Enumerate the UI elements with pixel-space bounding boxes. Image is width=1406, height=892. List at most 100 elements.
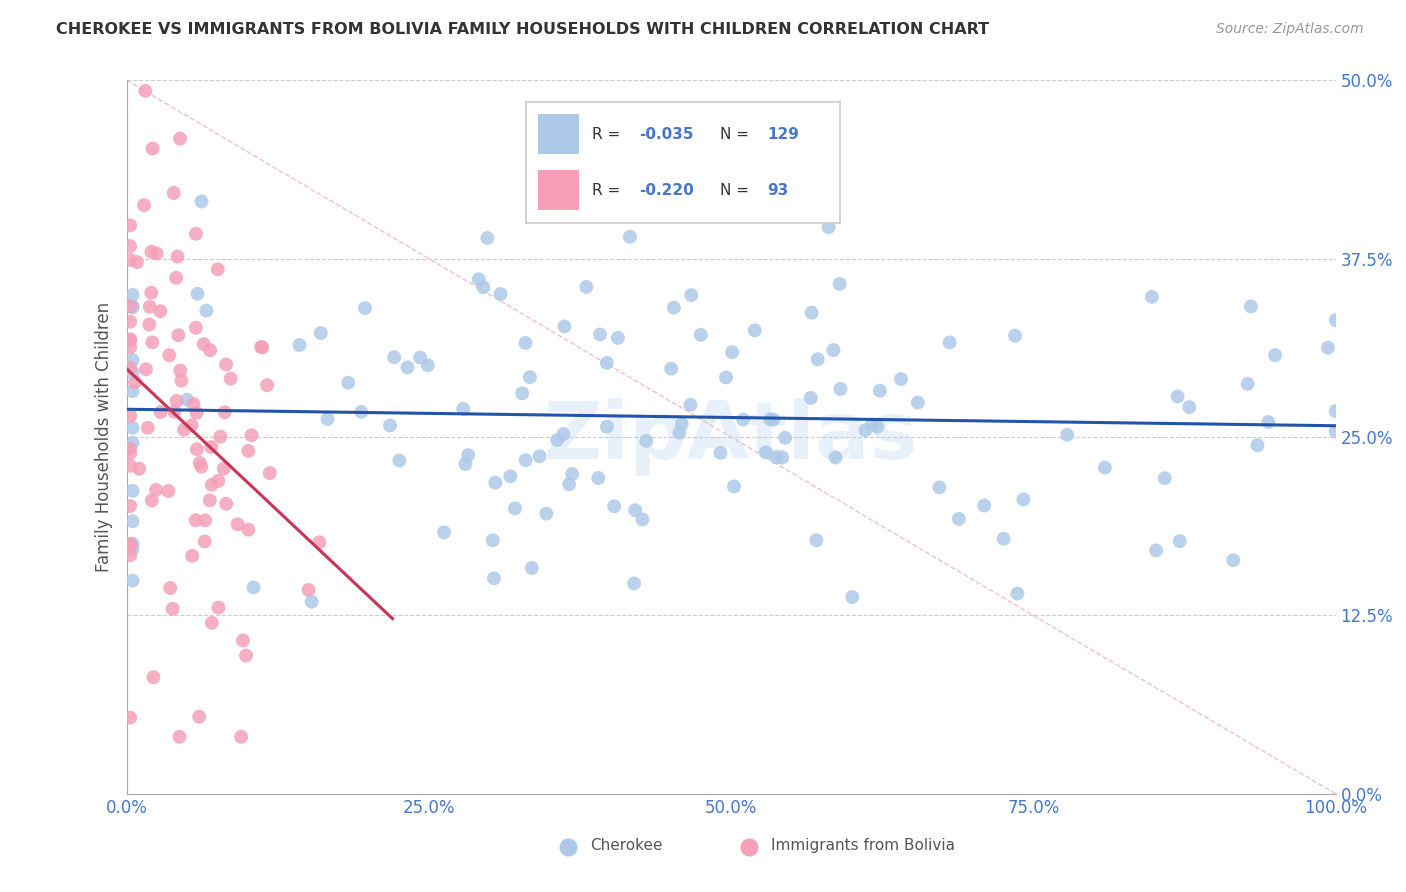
Point xyxy=(1153,471,1175,485)
Point xyxy=(603,500,626,514)
Point xyxy=(1324,425,1347,439)
Point xyxy=(619,230,641,244)
Point xyxy=(472,280,495,294)
Point xyxy=(388,453,411,467)
Point xyxy=(141,335,163,350)
Point xyxy=(201,615,224,630)
Point xyxy=(454,457,477,471)
Point xyxy=(860,417,883,432)
Point xyxy=(378,418,401,433)
Point xyxy=(194,534,217,549)
Point xyxy=(1240,300,1263,314)
Point xyxy=(121,384,143,399)
Point xyxy=(186,406,208,420)
Point xyxy=(132,198,155,212)
Point xyxy=(121,299,143,313)
Point xyxy=(623,576,645,591)
Point xyxy=(1178,400,1201,414)
Point xyxy=(1144,543,1167,558)
Point xyxy=(409,351,432,365)
Point xyxy=(553,427,575,442)
Point xyxy=(477,231,499,245)
Point xyxy=(186,442,208,457)
Point xyxy=(1140,290,1163,304)
Point xyxy=(169,364,191,378)
Point xyxy=(762,413,785,427)
Point xyxy=(308,535,330,549)
Point xyxy=(141,142,163,156)
Point xyxy=(869,384,891,398)
Point xyxy=(723,479,745,493)
Point xyxy=(231,730,253,744)
Point xyxy=(201,477,224,491)
Point xyxy=(529,450,551,464)
Point xyxy=(596,419,619,434)
Point xyxy=(671,417,693,431)
Point xyxy=(1094,460,1116,475)
Text: Immigrants from Bolivia: Immigrants from Bolivia xyxy=(770,838,955,853)
Point xyxy=(1167,390,1189,404)
Point xyxy=(606,331,628,345)
Point xyxy=(855,423,877,437)
Point xyxy=(163,405,186,419)
Point xyxy=(214,405,236,419)
Point xyxy=(120,539,142,553)
Point xyxy=(250,340,273,354)
Point xyxy=(519,370,541,384)
Point xyxy=(259,466,281,480)
Point xyxy=(558,477,581,491)
Point xyxy=(215,497,238,511)
Point xyxy=(121,421,143,435)
Point xyxy=(823,343,845,357)
Point xyxy=(828,277,851,291)
Point xyxy=(200,440,222,454)
Point xyxy=(733,412,755,426)
Point xyxy=(546,433,568,447)
Point xyxy=(681,288,703,302)
Point xyxy=(194,513,217,527)
Point xyxy=(755,445,778,459)
Text: CHEROKEE VS IMMIGRANTS FROM BOLIVIA FAMILY HOUSEHOLDS WITH CHILDREN CORRELATION : CHEROKEE VS IMMIGRANTS FROM BOLIVIA FAMI… xyxy=(56,22,990,37)
Point xyxy=(120,299,142,313)
Point xyxy=(588,471,610,485)
Point xyxy=(662,301,685,315)
Point xyxy=(316,412,339,426)
Point xyxy=(240,428,263,442)
Point xyxy=(120,334,142,348)
Point xyxy=(1317,341,1340,355)
Point xyxy=(1264,348,1286,362)
Point xyxy=(510,386,533,401)
Point xyxy=(484,475,506,490)
Point xyxy=(176,392,198,407)
Point xyxy=(195,303,218,318)
Point xyxy=(890,372,912,386)
Point xyxy=(928,480,950,494)
Point xyxy=(120,499,142,513)
Y-axis label: Family Households with Children: Family Households with Children xyxy=(94,302,112,572)
Point xyxy=(163,186,186,200)
Point xyxy=(721,345,744,359)
Point xyxy=(121,574,143,588)
Point xyxy=(212,461,235,475)
Point xyxy=(120,340,142,354)
Point xyxy=(800,306,823,320)
Point xyxy=(250,340,273,354)
Point xyxy=(238,443,260,458)
Point xyxy=(141,493,163,508)
Point xyxy=(624,503,647,517)
Point xyxy=(121,435,143,450)
Point xyxy=(183,397,205,411)
Point xyxy=(396,360,419,375)
Point xyxy=(120,239,142,253)
Point xyxy=(166,250,188,264)
Point xyxy=(173,423,195,437)
Point xyxy=(128,462,150,476)
Point xyxy=(120,409,142,423)
Point xyxy=(1012,492,1035,507)
Point xyxy=(938,335,960,350)
Point xyxy=(468,272,491,286)
Point xyxy=(536,507,558,521)
Point xyxy=(209,430,232,444)
Point xyxy=(162,601,184,615)
Point xyxy=(759,412,782,426)
